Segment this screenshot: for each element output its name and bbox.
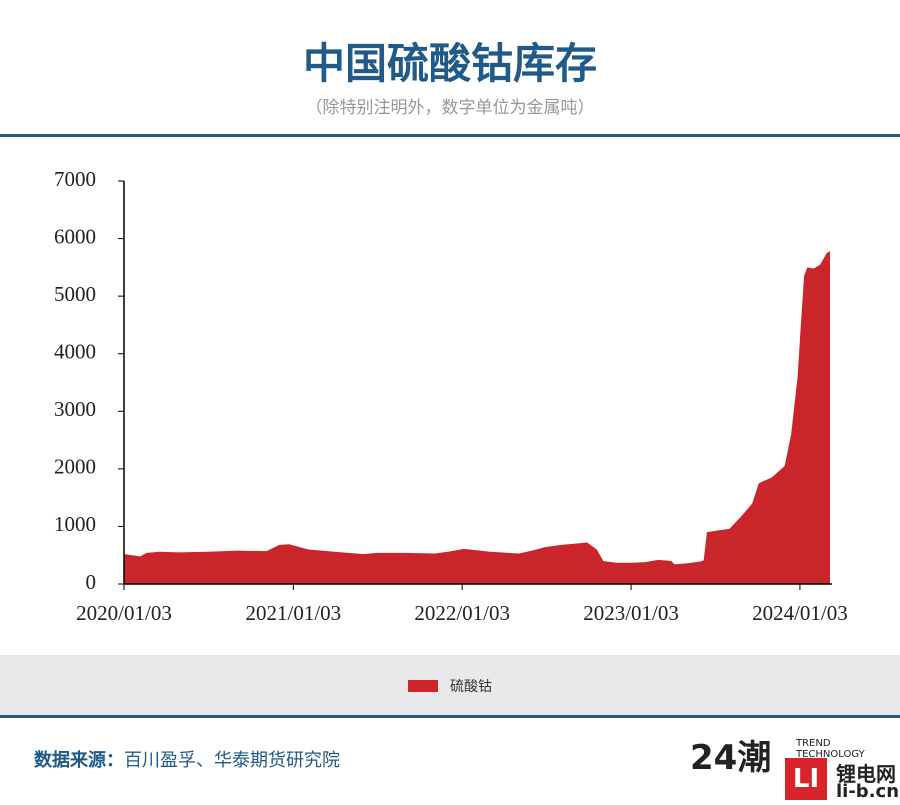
logo-box: LI: [785, 758, 827, 800]
area: [124, 251, 830, 585]
y-tick-label: 6000: [54, 224, 96, 248]
source-label: 数据来源：: [34, 750, 124, 771]
y-tick-label: 7000: [54, 167, 96, 191]
legend-band: [0, 655, 900, 715]
y-tick-label: 0: [86, 570, 97, 594]
x-tick-label: 2020/01/03: [76, 601, 172, 625]
site-name: 锂电网: [836, 762, 896, 786]
subtitle: （除特别注明外，数字单位为金属吨）: [305, 98, 595, 118]
legend-swatch: [408, 680, 438, 692]
source: 数据来源：百川盈孚、华泰期货研究院: [34, 746, 340, 772]
title: 中国硫酸钴库存: [302, 39, 597, 88]
logo-sub: TREND TECHNOLOGY: [796, 738, 865, 760]
source-text: 百川盈孚、华泰期货研究院: [124, 750, 340, 771]
logo: 24潮: [690, 738, 772, 778]
y-tick-label: 1000: [54, 512, 96, 536]
x-tick-label: 2024/01/03: [752, 601, 848, 625]
y-tick-label: 5000: [54, 282, 96, 306]
y-tick-label: 4000: [54, 340, 96, 364]
x-tick-label: 2022/01/03: [414, 601, 510, 625]
site-url: li-b.cn: [836, 781, 900, 802]
y-tick-label: 3000: [54, 397, 96, 421]
y-tick-label: 2000: [54, 455, 96, 479]
legend-label: 硫酸钴: [450, 679, 492, 695]
divider: [0, 134, 900, 137]
x-tick-label: 2023/01/03: [583, 601, 679, 625]
x-tick-label: 2021/01/03: [245, 601, 341, 625]
divider: [0, 715, 900, 718]
